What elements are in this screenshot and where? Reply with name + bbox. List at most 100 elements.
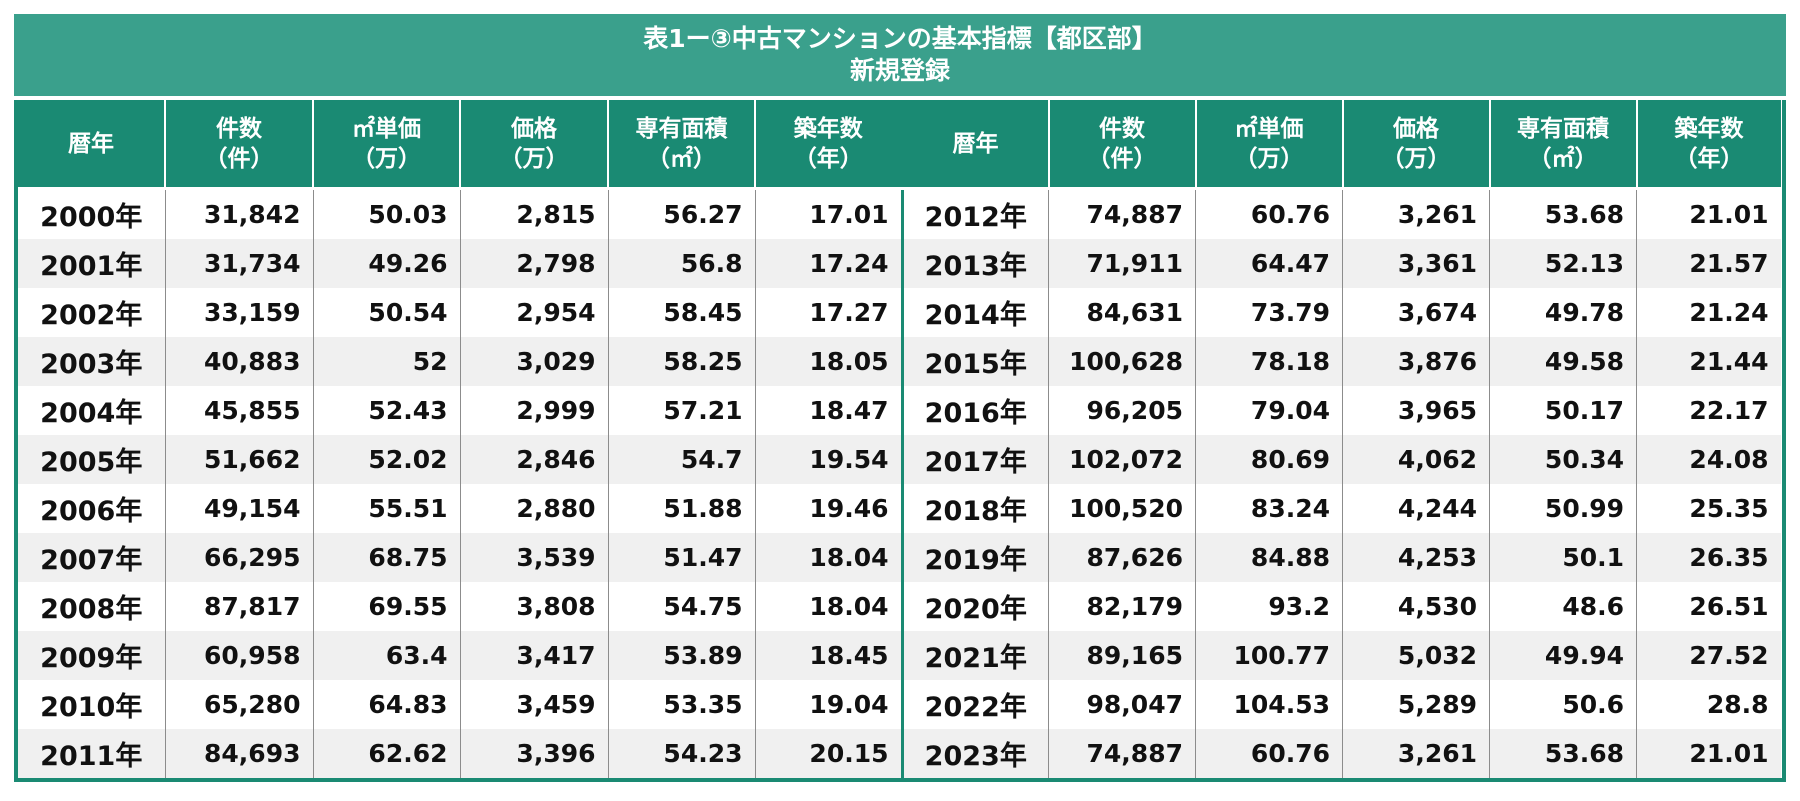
cell-price: 4,253 bbox=[1342, 533, 1490, 582]
cell-unit-price: 83.24 bbox=[1195, 484, 1343, 533]
cell-unit-price: 55.51 bbox=[312, 484, 460, 533]
table-row: 2007年 66,295 68.75 3,539 51.47 18.04 bbox=[18, 533, 902, 582]
cell-year: 2018年 bbox=[903, 484, 1049, 533]
cell-unit-price: 78.18 bbox=[1195, 337, 1343, 386]
cell-price: 5,032 bbox=[1342, 631, 1490, 680]
cell-price: 2,999 bbox=[459, 386, 608, 435]
data-table-right: 暦年 件数 （件） ㎡単価 （万） 価格 （万） 専有面積 （㎡） 築年数 （年） 2012年 74,… bbox=[903, 100, 1781, 778]
table-row: 2018年 100,520 83.24 4,244 50.99 25.35 bbox=[903, 484, 1781, 533]
cell-year: 2022年 bbox=[903, 680, 1049, 729]
table-container: 表1ー③中古マンションの基本指標【都区部】 新規登録 暦年 件数 （件） ㎡単価 （万）… bbox=[14, 14, 1786, 782]
table-row: 2021年 89,165 100.77 5,032 49.94 27.52 bbox=[903, 631, 1781, 680]
cell-count: 98,047 bbox=[1048, 680, 1196, 729]
cell-count: 84,693 bbox=[164, 729, 313, 778]
table-row: 2012年 74,887 60.76 3,261 53.68 21.01 bbox=[903, 188, 1781, 239]
cell-building-age: 25.35 bbox=[1636, 484, 1781, 533]
cell-year: 2001年 bbox=[18, 239, 165, 288]
cell-year: 2010年 bbox=[18, 680, 165, 729]
cell-unit-price: 63.4 bbox=[312, 631, 460, 680]
cell-price: 3,417 bbox=[459, 631, 608, 680]
cell-price: 3,965 bbox=[1342, 386, 1490, 435]
table-title: 表1ー③中古マンションの基本指標【都区部】 新規登録 bbox=[14, 14, 1786, 100]
column-header-unit: （年） bbox=[793, 145, 863, 172]
cell-building-age: 18.05 bbox=[754, 337, 902, 386]
cell-unit-price: 60.76 bbox=[1195, 729, 1343, 778]
cell-year: 2003年 bbox=[18, 337, 165, 386]
title-line-1: 表1ー③中古マンションの基本指標【都区部】 bbox=[643, 24, 1157, 53]
cell-count: 87,817 bbox=[164, 582, 313, 631]
cell-unit-price: 79.04 bbox=[1195, 386, 1343, 435]
cell-price: 4,530 bbox=[1342, 582, 1490, 631]
column-header-label: 価格 bbox=[1393, 115, 1439, 142]
cell-floor-area: 50.1 bbox=[1489, 533, 1637, 582]
column-header-label: 専有面積 bbox=[1517, 115, 1609, 142]
cell-year: 2009年 bbox=[18, 631, 165, 680]
table-row: 2019年 87,626 84.88 4,253 50.1 26.35 bbox=[903, 533, 1781, 582]
cell-unit-price: 64.47 bbox=[1195, 239, 1343, 288]
table-body: 2012年 74,887 60.76 3,261 53.68 21.01 2013年 71,9… bbox=[903, 188, 1781, 778]
column-header-label: 築年数 bbox=[793, 115, 863, 142]
column-header-label: 暦年 bbox=[68, 130, 114, 157]
table-row: 2013年 71,911 64.47 3,361 52.13 21.57 bbox=[903, 239, 1781, 288]
cell-unit-price: 93.2 bbox=[1195, 582, 1343, 631]
cell-building-age: 28.8 bbox=[1636, 680, 1781, 729]
cell-price: 2,815 bbox=[459, 188, 608, 239]
cell-floor-area: 53.35 bbox=[607, 680, 755, 729]
table-row: 2005年 51,662 52.02 2,846 54.7 19.54 bbox=[18, 435, 902, 484]
cell-floor-area: 50.99 bbox=[1489, 484, 1637, 533]
cell-floor-area: 54.23 bbox=[607, 729, 755, 778]
cell-building-age: 17.01 bbox=[754, 188, 902, 239]
column-header-floor-area: 専有面積 （㎡） bbox=[607, 100, 755, 190]
cell-count: 66,295 bbox=[164, 533, 313, 582]
cell-building-age: 19.04 bbox=[754, 680, 902, 729]
cell-building-age: 19.46 bbox=[754, 484, 902, 533]
table-row: 2001年 31,734 49.26 2,798 56.8 17.24 bbox=[18, 239, 902, 288]
cell-year: 2000年 bbox=[18, 188, 165, 239]
cell-price: 4,244 bbox=[1342, 484, 1490, 533]
cell-price: 3,396 bbox=[459, 729, 608, 778]
cell-year: 2021年 bbox=[903, 631, 1049, 680]
table-row: 2022年 98,047 104.53 5,289 50.6 28.8 bbox=[903, 680, 1781, 729]
column-header-unit: （万） bbox=[499, 145, 569, 172]
cell-building-age: 21.24 bbox=[1636, 288, 1781, 337]
cell-building-age: 21.44 bbox=[1636, 337, 1781, 386]
cell-unit-price: 80.69 bbox=[1195, 435, 1343, 484]
cell-count: 74,887 bbox=[1048, 729, 1196, 778]
cell-building-age: 18.04 bbox=[754, 533, 902, 582]
cell-price: 5,289 bbox=[1342, 680, 1490, 729]
column-header-year: 暦年 bbox=[903, 100, 1049, 190]
cell-year: 2002年 bbox=[18, 288, 165, 337]
cell-floor-area: 56.8 bbox=[607, 239, 755, 288]
cell-year: 2016年 bbox=[903, 386, 1049, 435]
cell-floor-area: 53.68 bbox=[1489, 188, 1637, 239]
column-header-unit: （㎡） bbox=[1528, 145, 1598, 172]
cell-year: 2014年 bbox=[903, 288, 1049, 337]
cell-building-age: 26.51 bbox=[1636, 582, 1781, 631]
cell-unit-price: 73.79 bbox=[1195, 288, 1343, 337]
cell-price: 3,361 bbox=[1342, 239, 1490, 288]
cell-price: 2,846 bbox=[459, 435, 608, 484]
cell-year: 2006年 bbox=[18, 484, 165, 533]
header-row: 暦年 件数 （件） ㎡単価 （万） 価格 （万） 専有面積 （㎡） 築年数 （年） bbox=[18, 100, 902, 190]
column-header-label: 専有面積 bbox=[635, 115, 728, 142]
cell-floor-area: 50.34 bbox=[1489, 435, 1637, 484]
cell-floor-area: 51.47 bbox=[607, 533, 755, 582]
table-body: 2000年 31,842 50.03 2,815 56.27 17.01 2001年 31,7… bbox=[18, 188, 902, 778]
cell-building-age: 19.54 bbox=[754, 435, 902, 484]
cell-price: 3,261 bbox=[1342, 729, 1490, 778]
column-header-unit: （㎡） bbox=[647, 145, 716, 172]
cell-count: 40,883 bbox=[164, 337, 313, 386]
column-header-unit: （万） bbox=[1234, 145, 1304, 172]
column-header-unit: （万） bbox=[352, 145, 421, 172]
column-header-label: 件数 bbox=[1099, 115, 1145, 142]
cell-count: 100,520 bbox=[1048, 484, 1196, 533]
cell-price: 3,674 bbox=[1342, 288, 1490, 337]
cell-unit-price: 68.75 bbox=[312, 533, 460, 582]
cell-floor-area: 50.6 bbox=[1489, 680, 1637, 729]
title-line-2: 新規登録 bbox=[849, 56, 950, 85]
cell-floor-area: 54.75 bbox=[607, 582, 755, 631]
cell-price: 2,954 bbox=[459, 288, 608, 337]
column-header-year: 暦年 bbox=[18, 100, 165, 190]
cell-price: 4,062 bbox=[1342, 435, 1490, 484]
cell-count: 45,855 bbox=[164, 386, 313, 435]
